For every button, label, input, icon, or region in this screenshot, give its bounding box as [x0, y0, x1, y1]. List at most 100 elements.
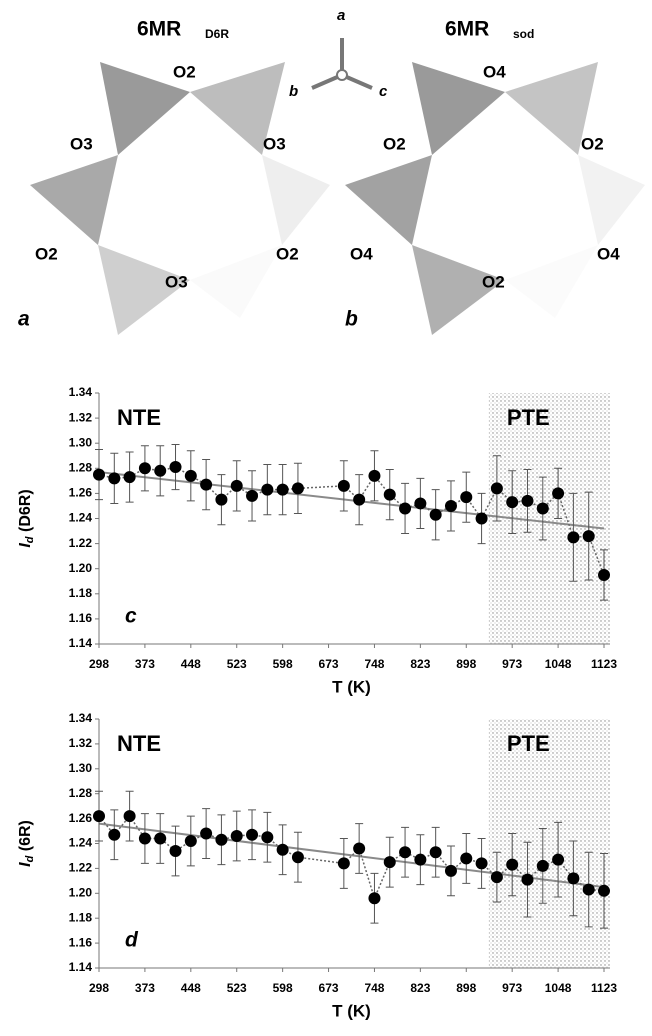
- data-point: [138, 832, 151, 845]
- y-axis-label: Id (D6R): [17, 489, 36, 547]
- oxygen-label: O4: [597, 244, 620, 263]
- data-point: [399, 502, 412, 515]
- y-axis-label-part: (6R): [17, 820, 34, 856]
- oxygen-label: O2: [35, 244, 58, 263]
- x-tick-label: 673: [319, 657, 339, 671]
- panel-letter: b: [345, 308, 358, 331]
- ring-title: 6MR: [137, 18, 181, 41]
- data-point: [154, 464, 167, 477]
- ring-title: 6MR: [445, 18, 489, 41]
- data-point: [291, 851, 304, 864]
- data-point: [552, 487, 565, 500]
- data-point: [567, 531, 580, 544]
- x-tick-label: 1123: [591, 981, 617, 995]
- x-tick-label: 448: [181, 981, 201, 995]
- data-point: [598, 568, 610, 581]
- data-point: [93, 468, 105, 481]
- y-tick-label: 1.30: [69, 435, 93, 449]
- y-tick-label: 1.20: [69, 561, 93, 575]
- chart: 1.14 1.16 1.18 1.20 1.22 1.24 1.26 1.28 1.30 1.32…: [17, 385, 617, 696]
- data-point: [475, 512, 488, 525]
- diagram-labels: 6MR D6R 6MR sod a b c O2 O3 O3 O2 O2 O3 …: [18, 7, 620, 331]
- data-point: [353, 493, 366, 506]
- data-point: [215, 493, 228, 506]
- oxygen-label: O2: [581, 134, 604, 153]
- annotation: NTE: [117, 405, 161, 430]
- y-tick-label: 1.18: [69, 586, 93, 600]
- data-point: [414, 497, 427, 510]
- x-tick-label: 298: [89, 981, 109, 995]
- y-tick-label: 1.22: [69, 536, 93, 550]
- shaded-region: [488, 719, 610, 968]
- tetrahedron: [505, 62, 598, 155]
- data-point: [184, 835, 197, 848]
- data-point: [169, 461, 182, 474]
- x-axis-label: T (K): [332, 1001, 371, 1020]
- data-point: [429, 846, 442, 859]
- trend-line: [98, 471, 605, 530]
- data-point: [536, 502, 549, 515]
- data-point: [108, 828, 121, 841]
- y-axis-label: Id (6R): [17, 820, 36, 867]
- x-tick-label: 373: [135, 657, 155, 671]
- data-point: [399, 846, 412, 859]
- x-tick-label: 898: [456, 657, 476, 671]
- y-tick-label: 1.26: [69, 811, 93, 825]
- x-tick-label: 1048: [545, 981, 572, 995]
- data-point: [414, 853, 427, 866]
- x-tick-label: 898: [456, 981, 476, 995]
- data-point: [490, 871, 503, 884]
- data-point: [353, 842, 366, 855]
- data-point: [444, 499, 457, 512]
- y-tick-label: 1.28: [69, 786, 93, 800]
- data-point: [276, 843, 289, 856]
- data-point: [200, 478, 213, 491]
- panel-letter: a: [18, 308, 30, 331]
- tetrahedron: [578, 155, 645, 245]
- y-tick-label: 1.14: [69, 960, 93, 974]
- data-point: [368, 892, 381, 905]
- data-point: [475, 857, 488, 870]
- x-tick-label: 598: [273, 657, 293, 671]
- data-point: [200, 827, 213, 840]
- data-point: [184, 469, 197, 482]
- annotation: NTE: [117, 731, 161, 756]
- oxygen-label: O3: [70, 134, 93, 153]
- data-point: [506, 858, 519, 871]
- data-point: [337, 479, 350, 492]
- y-tick-label: 1.34: [69, 711, 93, 725]
- y-tick-label: 1.34: [69, 385, 93, 399]
- oxygen-label: O4: [483, 62, 506, 81]
- ring-subtitle: sod: [513, 27, 534, 41]
- data-point: [93, 810, 105, 823]
- tetrahedron: [345, 155, 432, 245]
- x-tick-label: 823: [410, 657, 430, 671]
- data-point: [261, 831, 274, 844]
- x-tick-label: 973: [502, 981, 522, 995]
- y-tick-label: 1.20: [69, 885, 93, 899]
- y-tick-label: 1.16: [69, 935, 93, 949]
- x-tick-label: 523: [227, 657, 247, 671]
- oxygen-label: O3: [165, 272, 188, 291]
- annotation: PTE: [507, 405, 550, 430]
- tetrahedron: [100, 62, 190, 155]
- oxygen-label: O2: [173, 62, 196, 81]
- structure-diagram: [30, 38, 645, 335]
- annotation: PTE: [507, 731, 550, 756]
- oxygen-label: O4: [350, 244, 373, 263]
- x-tick-label: 448: [181, 657, 201, 671]
- panel-letter: c: [125, 605, 137, 628]
- y-tick-label: 1.24: [69, 836, 93, 850]
- axis-letter: b: [289, 83, 298, 100]
- y-axis-label-part: I: [17, 862, 34, 867]
- data-point: [230, 830, 243, 843]
- data-point: [552, 853, 565, 866]
- tetrahedron: [190, 62, 285, 155]
- data-point: [123, 810, 136, 823]
- data-point: [383, 856, 396, 869]
- data-point: [506, 496, 519, 509]
- chart: 1.14 1.16 1.18 1.20 1.22 1.24 1.26 1.28 1.30 1.32…: [17, 711, 617, 1020]
- tetrahedron: [30, 155, 118, 245]
- y-tick-label: 1.26: [69, 486, 93, 500]
